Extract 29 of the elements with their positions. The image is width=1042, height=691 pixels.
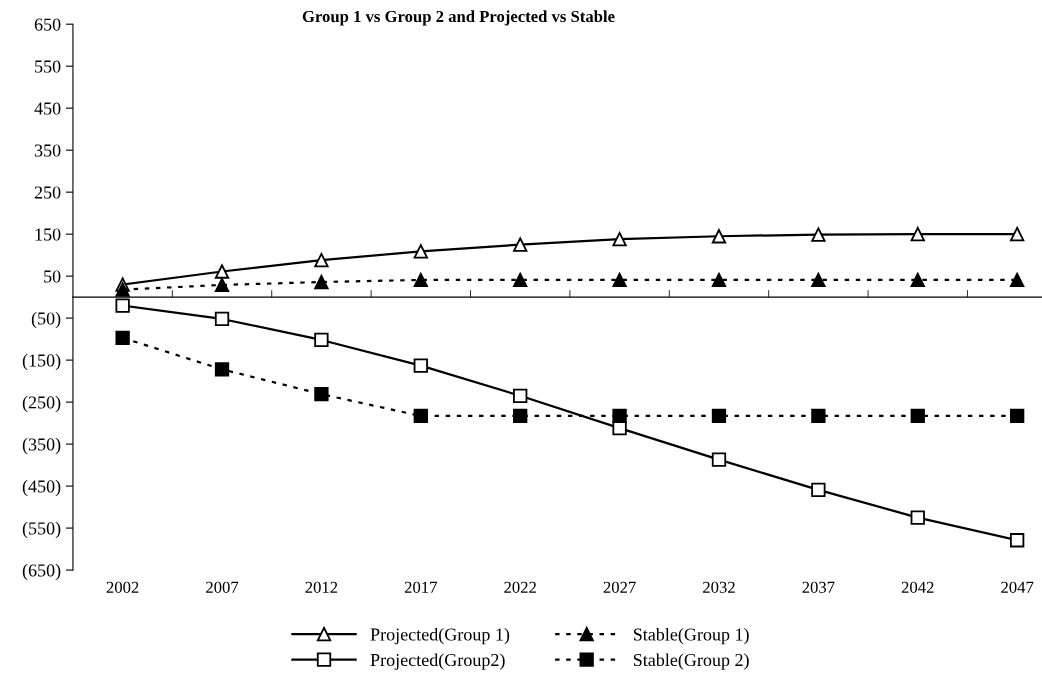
x-tick-label: 2037	[802, 581, 835, 593]
y-tick-label: (450)	[22, 479, 61, 497]
x-tick-label: 2022	[504, 581, 536, 593]
y-tick-label: (50)	[31, 311, 61, 329]
y-tick-label: (250)	[22, 395, 61, 413]
x-tick-label: 2007	[206, 581, 239, 593]
x-tick-label: 2002	[106, 581, 139, 593]
legend-label: Projected(Group2)	[370, 653, 505, 670]
y-tick-label: 250	[34, 186, 61, 199]
chart-title: Group 1 vs Group 2 and Projected vs Stable	[302, 10, 615, 26]
y-tick-label: (650)	[22, 563, 61, 581]
x-tick-label: 2032	[703, 581, 735, 593]
x-tick-label: 2047	[1001, 581, 1034, 593]
x-tick-label: 2027	[603, 581, 636, 593]
y-tick-label: 150	[35, 228, 61, 241]
y-tick-label: (350)	[22, 437, 61, 455]
x-tick-label: 2017	[404, 581, 437, 593]
y-tick-label: 50	[44, 270, 61, 283]
y-tick-label: (150)	[22, 353, 61, 371]
y-tick-label: (550)	[22, 521, 61, 539]
y-tick-label: 450	[34, 102, 61, 115]
y-tick-label: 650	[34, 18, 61, 31]
legend-label: Projected(Group 1)	[370, 627, 510, 645]
y-tick-label: 350	[34, 144, 61, 157]
legend-label: Stable(Group 2)	[633, 653, 749, 670]
legend-label: Stable(Group 1)	[633, 627, 749, 645]
y-tick-label: 550	[35, 60, 61, 73]
x-tick-label: 2042	[901, 581, 934, 593]
x-tick-label: 2012	[305, 581, 338, 593]
